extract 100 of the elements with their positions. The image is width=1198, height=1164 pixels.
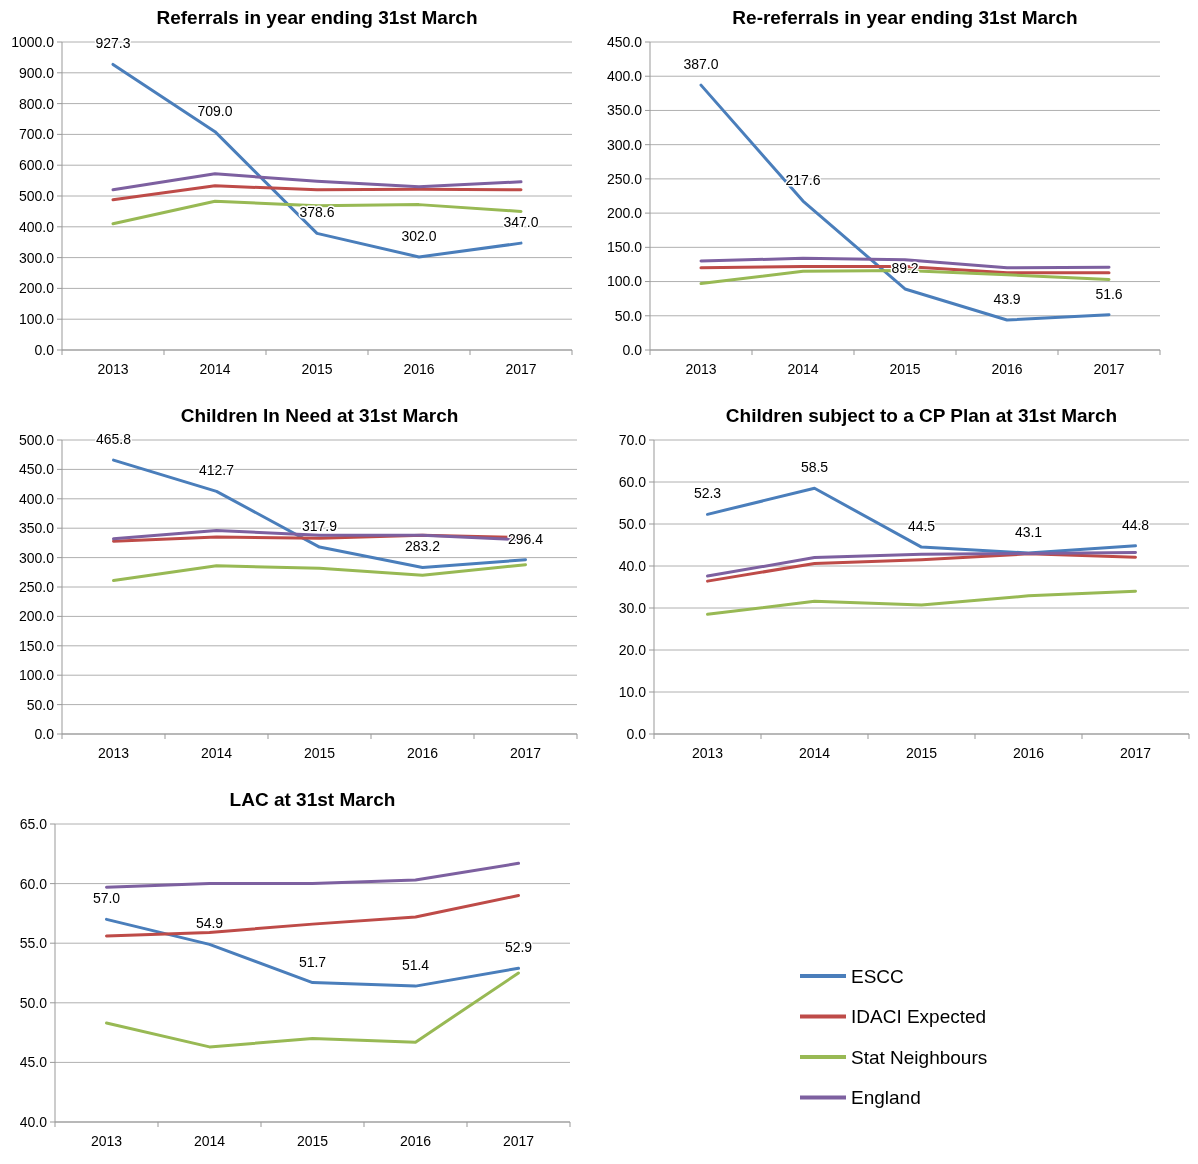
y-tick-label: 50.0: [614, 307, 643, 324]
y-tick-label: 400.0: [18, 218, 55, 235]
y-tick-label: 60.0: [19, 875, 48, 892]
legend-label: Stat Neighbours: [851, 1046, 988, 1068]
x-tick-label: 2017: [1093, 361, 1125, 377]
chart-title: Re-referrals in year ending 31st March: [732, 7, 1078, 28]
y-tick-label: 150.0: [606, 239, 643, 256]
y-tick-label: 0.0: [626, 725, 647, 742]
data-label: 43.9: [993, 290, 1021, 307]
y-tick-label: 250.0: [606, 170, 643, 187]
line-series: [105, 971, 520, 1049]
data-label: 57.0: [92, 890, 121, 907]
data-label: 43.1: [1014, 523, 1043, 540]
y-tick-label: 600.0: [18, 157, 55, 174]
y-tick-label: 40.0: [19, 1113, 48, 1130]
y-tick-label: 300.0: [18, 549, 55, 566]
line-series: [105, 861, 520, 889]
y-tick-label: 250.0: [18, 578, 55, 595]
line-series: [706, 589, 1137, 616]
y-tick-label: 400.0: [606, 68, 643, 85]
y-tick-label: 50.0: [26, 696, 55, 713]
y-tick-label: 65.0: [19, 815, 48, 832]
y-tick-label: 50.0: [618, 515, 647, 532]
x-tick-label: 2014: [200, 745, 233, 761]
line-series: [111, 184, 523, 202]
y-tick-label: 900.0: [18, 64, 55, 81]
data-label: 927.3: [95, 35, 131, 52]
x-tick-label: 2014: [193, 1133, 226, 1149]
y-tick-label: 0.0: [622, 341, 643, 358]
x-tick-label: 2013: [90, 1133, 123, 1149]
x-tick-label: 2017: [509, 745, 542, 761]
data-label: 378.6: [299, 204, 335, 221]
y-tick-label: 10.0: [618, 683, 647, 700]
chart-title: Referrals in year ending 31st March: [156, 7, 478, 28]
x-tick-label: 2013: [685, 361, 717, 377]
x-tick-label: 2015: [303, 745, 336, 761]
y-tick-label: 450.0: [18, 461, 55, 478]
data-label: 51.4: [401, 957, 430, 974]
line-series: [111, 172, 523, 192]
y-tick-label: 0.0: [34, 725, 55, 742]
x-tick-label: 2013: [97, 361, 129, 377]
data-label: 58.5: [800, 459, 829, 476]
x-tick-label: 2015: [301, 361, 333, 377]
line-series: [112, 563, 527, 583]
data-label: 317.9: [301, 518, 338, 535]
y-tick-label: 200.0: [606, 205, 643, 222]
y-tick-label: 20.0: [618, 641, 647, 658]
y-tick-label: 300.0: [18, 249, 55, 266]
y-tick-label: 400.0: [18, 490, 55, 507]
data-label: 412.7: [198, 462, 235, 479]
x-tick-label: 2015: [296, 1133, 329, 1149]
x-tick-label: 2016: [403, 361, 435, 377]
data-label: 51.6: [1095, 285, 1123, 302]
data-label: 44.8: [1121, 516, 1150, 533]
data-label: 302.0: [401, 227, 437, 244]
data-label: 283.2: [404, 538, 441, 555]
legend-label: ESCC: [851, 965, 904, 987]
chart-title: Children subject to a CP Plan at 31st March: [725, 405, 1118, 426]
x-tick-label: 2017: [505, 361, 537, 377]
x-tick-label: 2014: [787, 361, 819, 377]
y-tick-label: 150.0: [18, 637, 55, 654]
data-label: 387.0: [683, 56, 719, 73]
y-tick-label: 70.0: [618, 431, 647, 448]
legend-label: England: [851, 1087, 921, 1109]
x-tick-label: 2013: [691, 745, 724, 761]
y-tick-label: 300.0: [606, 136, 643, 153]
y-tick-label: 100.0: [18, 311, 55, 328]
data-label: 52.3: [693, 485, 722, 502]
y-tick-label: 100.0: [18, 667, 55, 684]
x-tick-label: 2014: [199, 361, 231, 377]
data-label: 465.8: [95, 431, 132, 448]
y-tick-label: 500.0: [18, 187, 55, 204]
data-label: 217.6: [785, 172, 821, 189]
y-tick-label: 100.0: [606, 273, 643, 290]
chart-title: Children In Need at 31st March: [180, 405, 459, 426]
data-label: 54.9: [195, 915, 224, 932]
x-tick-label: 2016: [1012, 745, 1045, 761]
x-tick-label: 2014: [798, 745, 831, 761]
x-tick-label: 2016: [406, 745, 439, 761]
x-tick-label: 2015: [889, 361, 921, 377]
data-label: 347.0: [503, 214, 539, 231]
data-label: 51.7: [298, 953, 327, 970]
data-label: 709.0: [197, 102, 233, 119]
x-tick-label: 2015: [905, 745, 938, 761]
data-label: 52.9: [504, 939, 533, 956]
y-tick-label: 200.0: [18, 280, 55, 297]
chart-title: LAC at 31st March: [229, 789, 396, 810]
y-tick-label: 60.0: [618, 473, 647, 490]
y-tick-label: 700.0: [18, 126, 55, 143]
data-label: 296.4: [507, 530, 544, 547]
x-tick-label: 2016: [991, 361, 1023, 377]
y-tick-label: 45.0: [19, 1054, 48, 1071]
y-tick-label: 40.0: [618, 557, 647, 574]
y-tick-label: 500.0: [18, 431, 55, 448]
data-label: 44.5: [907, 518, 936, 535]
x-tick-label: 2016: [399, 1133, 432, 1149]
legend-label: IDACI Expected: [851, 1006, 987, 1028]
x-tick-label: 2017: [502, 1133, 535, 1149]
y-tick-label: 55.0: [19, 935, 48, 952]
y-tick-label: 200.0: [18, 608, 55, 625]
